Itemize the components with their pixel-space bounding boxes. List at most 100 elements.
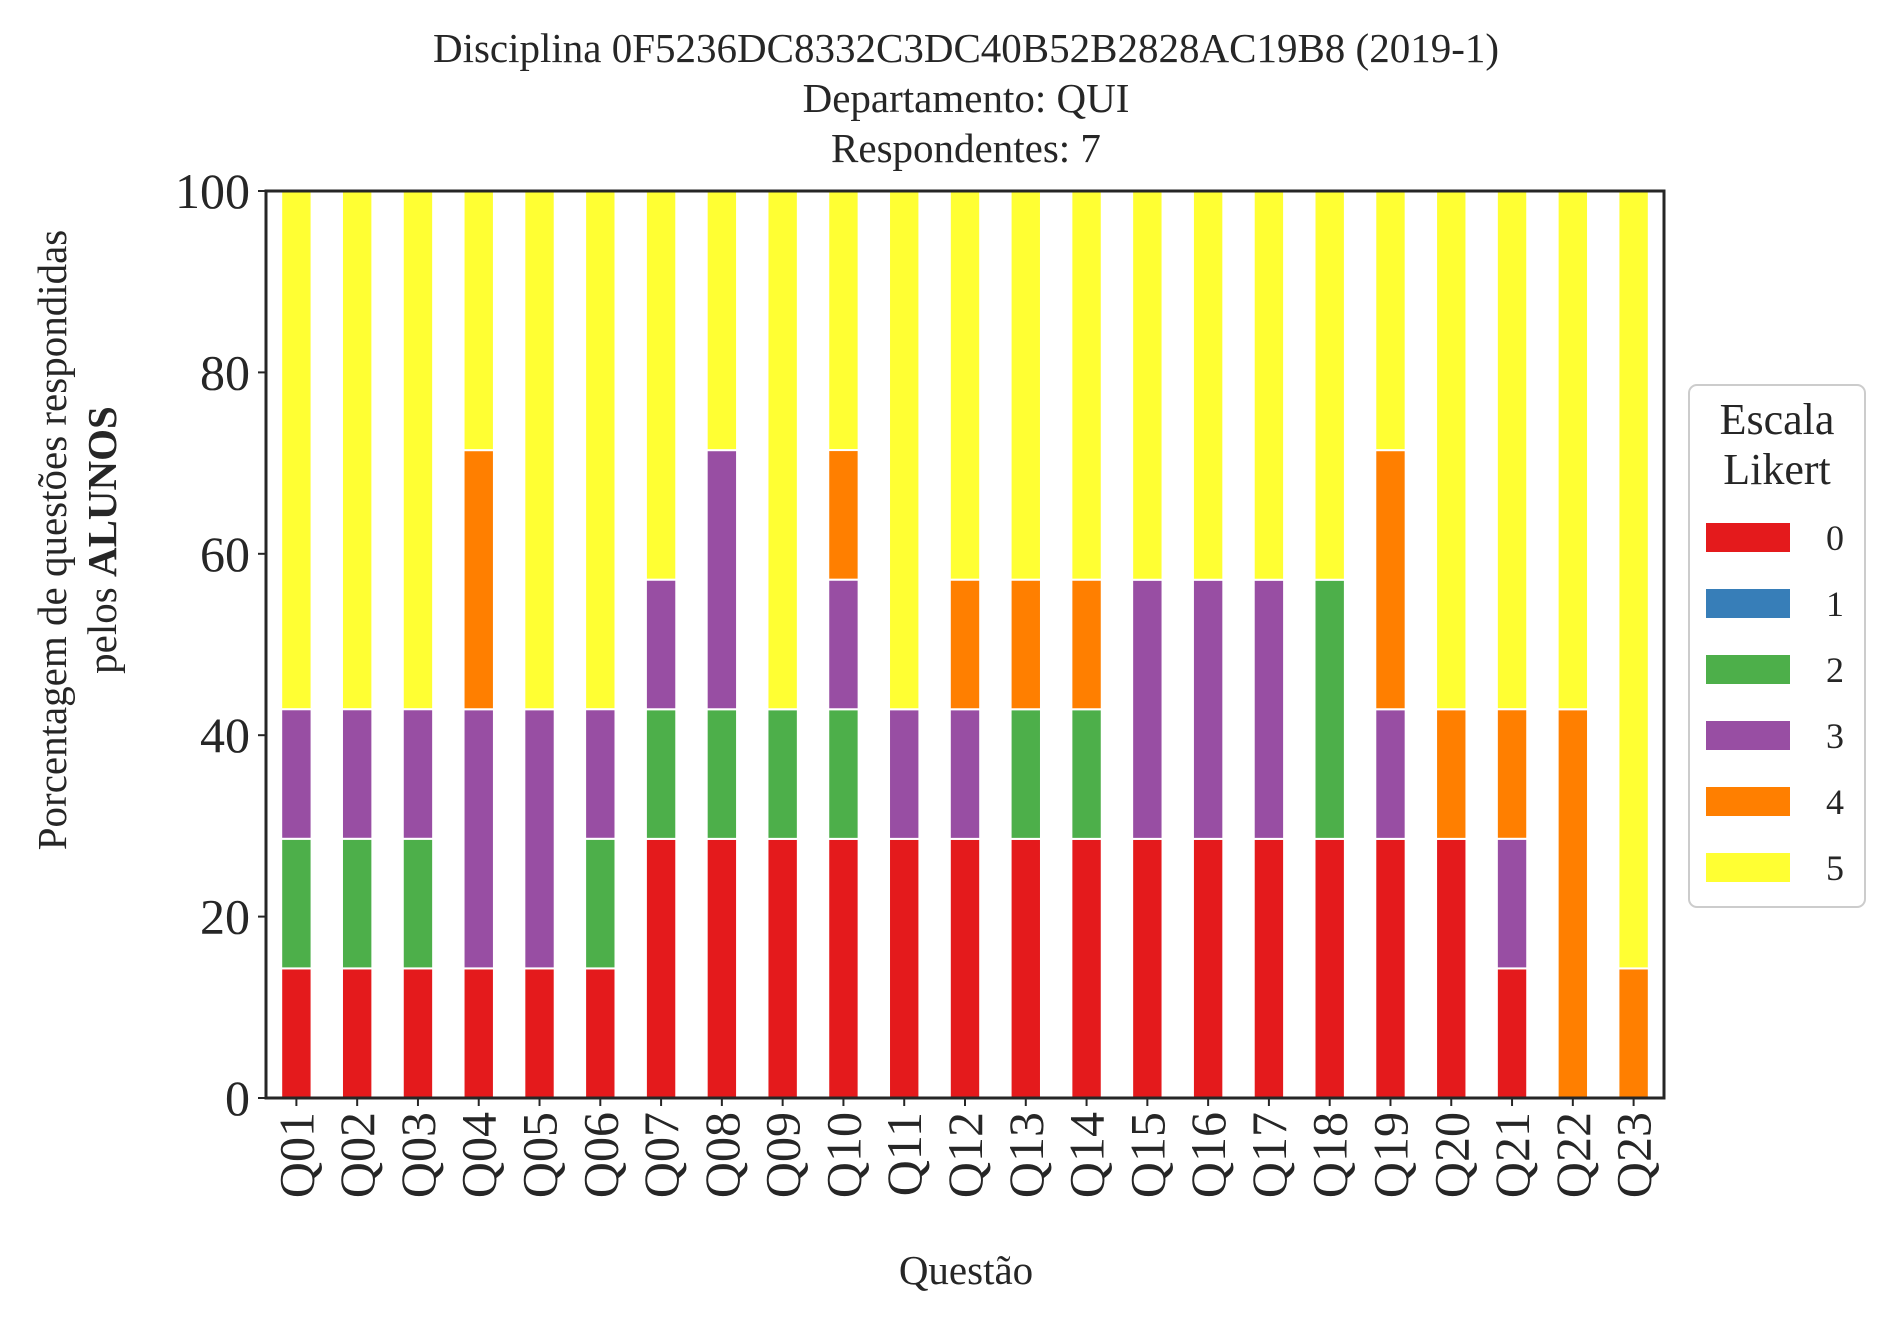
bar-Q03-likert-2: [401, 837, 435, 970]
bar-Q07-likert-2: [644, 708, 678, 840]
y-tick-label-80: 80: [200, 344, 250, 400]
bar-Q01-likert-3: [280, 708, 313, 840]
x-tick-label-Q07: Q07: [633, 1112, 689, 1198]
legend-title-line-2: Likert: [1723, 445, 1831, 494]
bar-Q09-likert-0: [766, 837, 799, 1100]
bar-Q07-likert-5: [644, 189, 678, 581]
bar-Q04-likert-3: [462, 708, 495, 970]
bar-Q21-likert-0: [1495, 967, 1529, 1100]
bar-Q18-likert-0: [1313, 837, 1346, 1100]
legend-swatch-3: [1706, 721, 1790, 750]
x-tick-label-Q20: Q20: [1423, 1112, 1479, 1198]
bar-Q17-likert-5: [1252, 190, 1286, 581]
x-tick-label-Q05: Q05: [512, 1112, 568, 1198]
bar-Q22-likert-4: [1556, 708, 1590, 1100]
bar-Q10-likert-0: [827, 837, 860, 1100]
chart-title: Disciplina 0F5236DC8332C3DC40B52B2828AC1…: [433, 25, 1499, 171]
bar-Q02-likert-2: [340, 837, 374, 970]
bar-Q16-likert-3: [1191, 578, 1225, 840]
bar-Q06-likert-0: [584, 967, 617, 1100]
bar-Q10-likert-2: [827, 708, 860, 840]
bar-Q02-likert-0: [340, 967, 374, 1100]
bar-Q21-likert-5: [1495, 189, 1529, 711]
bar-Q07-likert-0: [644, 837, 678, 1100]
y-tick-label-100: 100: [175, 163, 250, 219]
x-tick-label-Q12: Q12: [937, 1112, 993, 1198]
bar-Q04-likert-0: [462, 967, 495, 1100]
x-tick-label-Q11: Q11: [876, 1112, 932, 1196]
y-axis-label-prefix: pelos: [79, 577, 125, 674]
x-tick-label-Q19: Q19: [1362, 1112, 1418, 1198]
y-tick-label-40: 40: [200, 707, 250, 763]
bar-Q05-likert-5: [523, 190, 556, 711]
bar-Q14-likert-5: [1070, 189, 1103, 581]
legend-swatch-0: [1706, 523, 1790, 552]
bar-Q12-likert-5: [948, 189, 982, 581]
bar-Q12-likert-3: [948, 708, 982, 840]
y-axis-label: Porcentagem de questões respondidas pelo…: [29, 230, 125, 851]
legend-label-4: 4: [1826, 782, 1844, 822]
x-axis-ticks: Q01 Q02 Q03 Q04 Q05 Q06 Q07 Q08 Q09 Q10 Q11 Q12 Q13 Q…: [268, 1098, 1662, 1198]
bar-Q12-likert-0: [948, 837, 982, 1100]
bar-Q06-likert-2: [584, 837, 617, 970]
x-tick-label-Q17: Q17: [1241, 1112, 1297, 1198]
title-line-2: Departamento: QUI: [803, 75, 1130, 121]
legend-label-2: 2: [1826, 650, 1844, 690]
x-tick-label-Q09: Q09: [755, 1112, 811, 1198]
bar-Q08-likert-3: [705, 449, 739, 711]
bar-Q17-likert-3: [1252, 578, 1286, 840]
legend-items: 0 1 2 3 4 5: [1706, 518, 1844, 888]
bar-Q02-likert-5: [340, 189, 374, 711]
bar-Q16-likert-0: [1191, 837, 1225, 1100]
bar-Q10-likert-3: [827, 578, 860, 711]
bar-Q17-likert-0: [1252, 837, 1286, 1100]
bar-Q05-likert-3: [523, 708, 556, 970]
bar-Q18-likert-5: [1313, 190, 1346, 581]
y-axis-ticks: 0 20 40 60 80 100: [175, 163, 266, 1126]
bar-Q08-likert-2: [705, 708, 739, 840]
x-tick-label-Q22: Q22: [1545, 1112, 1601, 1198]
bar-Q06-likert-5: [584, 189, 617, 711]
bar-Q20-likert-4: [1435, 708, 1468, 840]
legend-label-5: 5: [1826, 848, 1844, 888]
x-tick-label-Q21: Q21: [1484, 1112, 1540, 1198]
bar-Q07-likert-3: [644, 578, 678, 711]
x-tick-label-Q06: Q06: [572, 1112, 628, 1198]
x-tick-label-Q23: Q23: [1606, 1112, 1662, 1198]
bar-Q23-likert-4: [1617, 967, 1650, 1100]
x-tick-label-Q01: Q01: [268, 1112, 324, 1198]
bar-Q12-likert-4: [948, 578, 982, 711]
x-tick-label-Q02: Q02: [329, 1112, 385, 1198]
bar-Q20-likert-5: [1435, 190, 1468, 711]
bar-Q20-likert-0: [1435, 837, 1468, 1100]
bar-Q11-likert-5: [888, 190, 921, 711]
x-axis-label: Questão: [899, 1247, 1033, 1293]
x-tick-label-Q18: Q18: [1302, 1112, 1358, 1198]
bar-Q13-likert-5: [1009, 189, 1042, 581]
bar-Q18-likert-2: [1313, 578, 1346, 840]
bar-Q10-likert-5: [827, 189, 860, 452]
y-tick-label-60: 60: [200, 526, 250, 582]
bar-Q09-likert-5: [766, 190, 799, 711]
bar-Q14-likert-0: [1070, 837, 1103, 1100]
bar-Q01-likert-0: [280, 967, 313, 1100]
y-axis-label-line-1: Porcentagem de questões respondidas: [29, 230, 75, 851]
bar-Q06-likert-3: [584, 708, 617, 840]
bar-Q03-likert-3: [401, 708, 435, 840]
x-tick-label-Q15: Q15: [1119, 1112, 1175, 1198]
bar-Q08-likert-5: [705, 190, 739, 452]
bar-Q04-likert-5: [462, 190, 495, 452]
bar-Q22-likert-5: [1556, 190, 1590, 711]
bar-Q16-likert-5: [1191, 190, 1225, 581]
bar-Q01-likert-2: [280, 837, 313, 970]
bar-Q03-likert-0: [401, 967, 435, 1100]
bar-Q15-likert-5: [1131, 190, 1164, 581]
y-axis-label-bold: ALUNOS: [79, 406, 125, 577]
bar-Q19-likert-5: [1374, 190, 1407, 452]
bar-Q11-likert-3: [888, 708, 921, 840]
x-tick-label-Q14: Q14: [1059, 1112, 1115, 1198]
title-line-3: Respondentes: 7: [831, 125, 1101, 171]
legend-title-line-1: Escala: [1720, 395, 1835, 444]
bar-Q02-likert-3: [340, 708, 374, 840]
